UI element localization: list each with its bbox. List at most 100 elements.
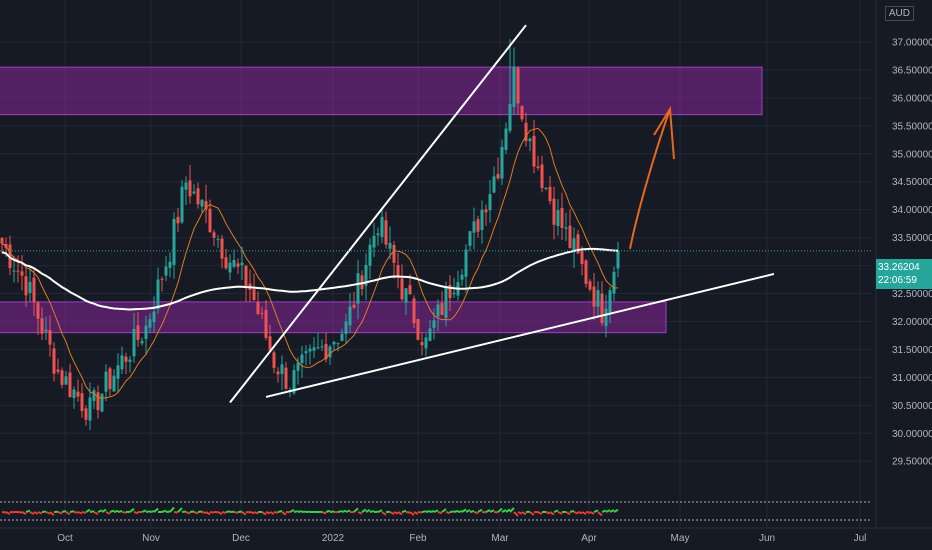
indicator-segment [185, 511, 191, 515]
candle-body [408, 285, 412, 295]
candle-body [520, 106, 524, 120]
candle-body [172, 218, 176, 265]
candle-body [388, 242, 392, 249]
candle-body [12, 270, 16, 272]
candle-body [524, 122, 528, 142]
candle-body [236, 263, 240, 267]
candle-body [384, 220, 388, 245]
indicator-segment [553, 509, 559, 513]
indicator-segment [609, 509, 615, 513]
candle-body [488, 194, 492, 211]
indicator-segment [321, 511, 327, 515]
candle-body [604, 308, 608, 327]
candle-body [68, 372, 72, 397]
candle-body [464, 249, 468, 277]
candle-body [548, 186, 552, 202]
indicator-segment [189, 510, 195, 513]
indicator-segment [577, 511, 583, 515]
indicator-segment [501, 509, 507, 513]
indicator-segment [601, 509, 607, 513]
indicator-segment [341, 509, 347, 513]
indicator-segment [21, 511, 27, 515]
indicator-segment [409, 511, 415, 516]
candle-body [120, 355, 124, 370]
indicator-segment [449, 510, 455, 513]
indicator-segment [337, 510, 343, 513]
candle-body [128, 359, 132, 362]
indicator-segment [421, 510, 427, 513]
indicator-segment [433, 509, 439, 513]
candle-body [280, 364, 284, 375]
indicator-segment [193, 511, 199, 515]
candle-body [448, 284, 452, 299]
candle-body [224, 257, 228, 269]
indicator-segment [97, 509, 103, 513]
indicator-segment [205, 511, 211, 516]
candle-body [592, 286, 596, 307]
indicator-segment [465, 509, 471, 513]
indicator-segment [29, 511, 35, 516]
indicator-segment [109, 509, 115, 513]
candle-body [180, 186, 184, 223]
candle-body [496, 174, 500, 179]
indicator-segment [289, 508, 295, 513]
indicator-segment [397, 511, 403, 516]
indicator-segment [253, 511, 259, 515]
candle-body [352, 304, 356, 308]
price-axis-label: 35.00000 [892, 149, 932, 160]
candle-body [460, 274, 464, 280]
candle-body [112, 375, 116, 392]
candle-body [444, 287, 448, 318]
candle-body [340, 333, 344, 341]
candle-body [332, 341, 336, 345]
indicator-segment [513, 511, 519, 517]
candle-body [144, 325, 148, 339]
moving-average-short [1, 127, 619, 399]
candle-body [232, 260, 236, 267]
candle-body [304, 351, 308, 354]
candle-body [364, 264, 368, 286]
candle-body [508, 104, 512, 131]
indicator-segment [61, 510, 67, 513]
candle-body [40, 318, 44, 334]
candle-body [420, 342, 424, 346]
indicator-segment [557, 511, 563, 515]
indicator-segment [241, 511, 247, 516]
candle-body [16, 270, 20, 272]
candle-body [64, 376, 68, 385]
projection-arrow-head [653, 105, 675, 160]
candle-body [36, 302, 40, 319]
candle-body [92, 390, 96, 401]
indicator-segment [605, 509, 611, 513]
time-axis-label: Jul [854, 533, 867, 544]
candle-body [480, 209, 484, 231]
indicator-segment [369, 510, 375, 513]
candle-body [196, 188, 200, 205]
candle-body [56, 369, 60, 372]
indicator-segment [45, 511, 51, 515]
price-axis-label: 34.00000 [892, 205, 932, 216]
indicator-segment [469, 509, 475, 513]
candle-body [368, 244, 372, 266]
candle-body [556, 210, 560, 226]
candle-body [160, 278, 164, 280]
candle-body [108, 368, 112, 390]
candle-body [516, 67, 520, 104]
candle-body [272, 352, 276, 368]
indicator-segment [293, 510, 299, 513]
trendline-2 [265, 272, 775, 398]
indicator-segment [77, 511, 83, 515]
indicator-segment [277, 509, 283, 513]
indicator-segment [93, 511, 99, 516]
candle-body [328, 346, 332, 358]
candle-body [256, 301, 260, 315]
candle-body [576, 234, 580, 254]
candle-body [532, 135, 536, 167]
indicator-segment [37, 511, 43, 515]
indicator-segment [161, 509, 167, 513]
indicator-segment [261, 511, 267, 516]
indicator-segment [537, 511, 543, 516]
candle-body [296, 362, 300, 371]
